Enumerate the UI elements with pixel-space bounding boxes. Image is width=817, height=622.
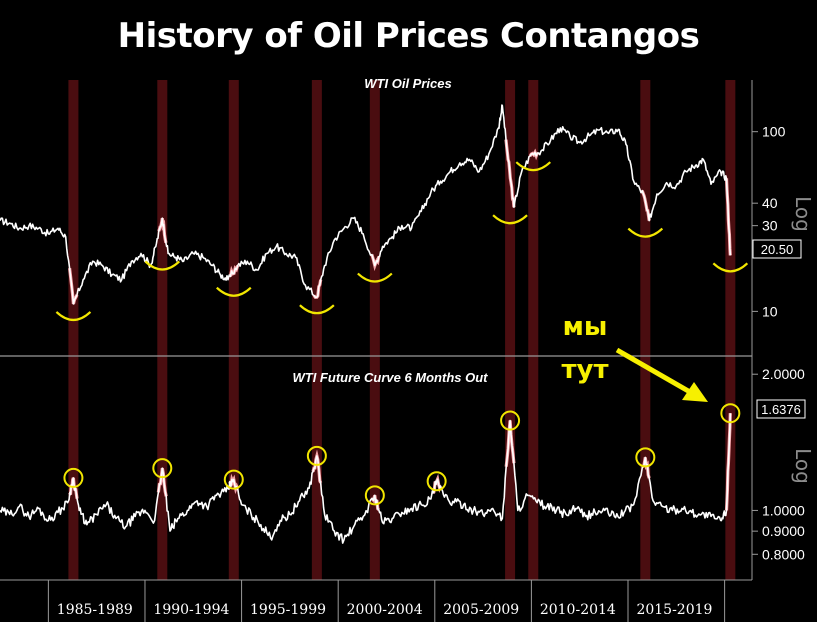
panel2-last-value-text: 1.6376: [761, 402, 801, 417]
x-tick-label-3: 2000-2004: [347, 602, 423, 618]
series-future-curve: [0, 413, 732, 544]
panel1-tick-label-1: 30: [762, 218, 778, 234]
x-axis: 1985-1989 1990-1994 1995-1999 2000-2004 2005…: [47, 580, 726, 622]
chart-title: History of Oil Prices Contangos: [117, 16, 700, 56]
contango-arc-3: [299, 304, 335, 315]
panel-future-curve: WTI Future Curve 6 Months Out 2.0000 1.00…: [0, 366, 815, 562]
panel1-scale-label: Log: [791, 196, 815, 232]
panel1-title: WTI Oil Prices: [364, 76, 451, 91]
contango-bands: [68, 80, 736, 580]
x-tick-label-5: 2010-2014: [540, 602, 616, 618]
panel1-tick-label-2: 40: [762, 195, 778, 211]
contango-arc-8: [712, 262, 749, 273]
panel2-y-ticks: 2.0000 1.0000 0.9000 0.8000: [752, 366, 805, 562]
panel1-last-value: 20.50: [752, 239, 802, 259]
contango-arc-6: [515, 161, 552, 172]
contango-band-6: [528, 80, 539, 580]
panel1-tick-label-0: 10: [762, 303, 778, 319]
contango-arc-4: [357, 272, 393, 283]
contango-arc-1: [144, 260, 181, 271]
contango-arc-5: [492, 214, 528, 225]
series-wti-price: [0, 104, 732, 305]
panel2-tick-label-2: 0.9000: [762, 523, 805, 539]
contango-band-8: [725, 80, 736, 580]
panel2-last-value-box: [756, 399, 806, 419]
contango-band-1: [157, 80, 168, 580]
contango-band-5: [505, 80, 516, 580]
annotation-arrow-shaft: [615, 347, 692, 395]
panel2-peak-markers: [63, 403, 741, 506]
contango-band-0: [68, 80, 79, 580]
peak-marker-1: [152, 458, 173, 479]
contango-band-7: [640, 80, 651, 580]
annotation-arrow-head: [682, 382, 708, 402]
x-tick-label-1: 1990-1994: [153, 602, 229, 618]
x-tick-label-6: 2015-2019: [636, 602, 712, 618]
panel2-tick-label-0: 2.0000: [762, 366, 805, 382]
contango-band-2: [228, 80, 239, 580]
panel1-y-ticks: 10 30 40 100: [752, 124, 786, 319]
contango-band-4: [369, 80, 380, 580]
contango-arc-2: [216, 286, 252, 297]
peak-marker-4: [364, 485, 385, 506]
panel2-last-value: 1.6376: [756, 399, 806, 419]
panel2-scale-label: Log: [791, 448, 815, 484]
peak-marker-0: [63, 467, 84, 488]
panel2-tick-label-1: 1.0000: [762, 502, 805, 518]
panel2-title: WTI Future Curve 6 Months Out: [293, 370, 489, 385]
peak-marker-5: [426, 471, 447, 492]
panel-oil-prices: WTI Oil Prices 10 30 40 100 Log 20.50: [0, 76, 815, 322]
contango-band-3: [311, 80, 322, 580]
peak-marker-8: [720, 403, 741, 424]
peak-marker-7: [635, 447, 656, 468]
annotation-line2: тут: [561, 355, 608, 385]
panel1-contango-markers: [55, 161, 749, 322]
panel1-last-value-text: 20.50: [761, 242, 794, 257]
peak-marker-2: [223, 469, 244, 490]
panel1-tick-label-3: 100: [762, 124, 786, 140]
annotation: мы тут: [561, 312, 708, 402]
panel2-tick-label-3: 0.8000: [762, 546, 805, 562]
peak-marker-3: [306, 445, 327, 466]
contango-arc-7: [627, 227, 664, 238]
x-tick-label-2: 1995-1999: [250, 602, 326, 618]
x-tick-label-4: 2005-2009: [443, 602, 519, 618]
x-tick-label-0: 1985-1989: [57, 602, 133, 618]
peak-marker-6: [500, 410, 521, 431]
annotation-line1: мы: [563, 312, 608, 342]
contango-arc-0: [55, 311, 92, 322]
panel1-last-value-box: [752, 239, 802, 259]
